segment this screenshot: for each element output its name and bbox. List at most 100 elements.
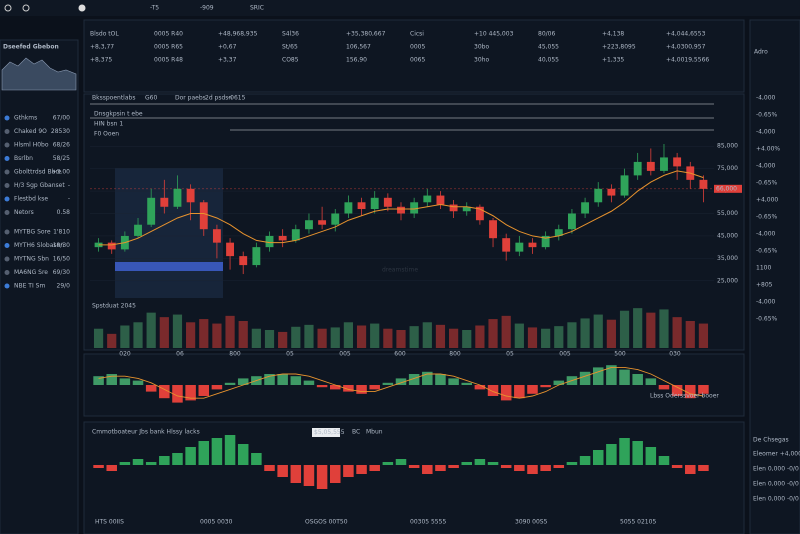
lower-bar xyxy=(224,435,236,465)
watch-name[interactable]: H/3 Sgp Gbanset xyxy=(14,182,65,189)
candle-body xyxy=(173,188,182,207)
candle-body xyxy=(462,206,471,212)
candle-body xyxy=(673,157,682,167)
volume-bar xyxy=(172,314,183,348)
watch-value: 67/00 xyxy=(53,115,70,122)
chart-change: -0615 xyxy=(228,95,246,102)
watch-name[interactable]: Hlsml H0bo xyxy=(14,142,49,149)
macd-bar xyxy=(592,367,604,385)
candle-body xyxy=(278,235,287,241)
ticker-cell: +35,380,667 xyxy=(346,31,386,38)
right-value: -0.65% xyxy=(756,316,778,323)
watch-value: - xyxy=(68,196,70,203)
candle-body xyxy=(581,202,590,214)
y-tick-label: 35,000 xyxy=(717,255,738,262)
chart-tab[interactable]: Dor paebs xyxy=(175,95,206,102)
watch-name[interactable]: Gthkms xyxy=(14,115,37,122)
x-tick-label: 800 xyxy=(449,351,461,358)
chart-tab[interactable]: G60 xyxy=(145,95,157,102)
ticker-cell: 40,055 xyxy=(538,57,559,64)
ticker-cell: CO85 xyxy=(282,57,299,64)
watch-icon xyxy=(4,115,10,121)
candle-body xyxy=(383,197,392,207)
watch-name[interactable]: MYTH6 Slobasen xyxy=(14,242,64,249)
lower-bar xyxy=(395,459,407,465)
icon[interactable] xyxy=(4,4,12,12)
volume-bar xyxy=(120,325,130,348)
watch-value: 1'810 xyxy=(53,229,70,236)
right-value: -4,000 xyxy=(756,231,776,238)
ticker-cell: Blsdo tOL xyxy=(90,31,119,38)
ticker-cell: +3,37 xyxy=(218,57,237,64)
icon[interactable] xyxy=(22,4,30,12)
right-row: Elen 0,000 -0/0 xyxy=(753,481,799,488)
watch-name[interactable]: Gbolttrdsd Bbre xyxy=(14,169,62,176)
footer-cell: 5055 02105 xyxy=(620,519,656,526)
right-row: Elen 0,000 -0/0 xyxy=(753,496,799,503)
x-tick-label: 05 xyxy=(506,351,514,358)
panel-value: $5,05,555 xyxy=(314,429,345,436)
toolbar-item[interactable]: SRIC xyxy=(250,5,264,12)
candle-body xyxy=(607,188,616,196)
x-tick-label: 020 xyxy=(119,351,131,358)
lower-bar xyxy=(369,465,380,471)
chart-title: Bksspoentlabs xyxy=(92,95,135,102)
ticker-cell: 80/06 xyxy=(538,31,555,38)
candle-body xyxy=(252,247,261,266)
watch-name[interactable]: Bsrlbn xyxy=(14,155,33,162)
x-tick-label: 030 xyxy=(669,351,681,358)
volume-bar xyxy=(264,330,275,348)
chart-tab[interactable]: 2d psdsn xyxy=(205,95,232,102)
macd-bar xyxy=(329,385,341,390)
ticker-cell: 0005 R48 xyxy=(154,57,183,64)
lower-bar xyxy=(356,465,367,474)
macd-bar xyxy=(422,371,433,385)
toolbar-item[interactable]: -909 xyxy=(200,5,214,12)
watch-name[interactable]: MA6NG Sre xyxy=(14,269,48,276)
lower-bar xyxy=(93,465,104,468)
watch-icon xyxy=(4,183,10,188)
value-box xyxy=(312,428,340,437)
right-row: Elen 0,000 -0/0 xyxy=(753,466,799,473)
lower-bar xyxy=(685,465,696,474)
volume-bar xyxy=(133,322,143,348)
macd-bar xyxy=(316,385,328,388)
macd-bar xyxy=(606,365,617,385)
candle-body xyxy=(107,242,116,250)
macd-bar xyxy=(277,374,288,385)
toolbar-item[interactable]: -T5 xyxy=(150,5,159,12)
x-tick-label: 005 xyxy=(559,351,571,358)
candle-body xyxy=(212,229,221,243)
x-tick-label: 600 xyxy=(394,351,406,358)
ticker-panel xyxy=(83,19,745,93)
highlight-bar xyxy=(115,262,223,271)
right-value: -0.65% xyxy=(756,214,778,221)
volume-bar xyxy=(448,328,459,348)
ticker-cell: 156,90 xyxy=(346,57,367,64)
watch-name[interactable]: Netors xyxy=(14,209,34,216)
macd-bar xyxy=(448,378,459,385)
watch-name[interactable]: Flestbd kse xyxy=(14,196,48,203)
watch-icon xyxy=(4,156,10,161)
macd-bar xyxy=(237,378,249,385)
lower-bar xyxy=(566,462,578,465)
watch-name[interactable]: MYTBG Sore xyxy=(14,229,51,236)
ticker-cell: +1,335 xyxy=(602,57,624,64)
icon[interactable] xyxy=(78,4,86,12)
right-value: +805 xyxy=(756,282,773,289)
candle-body xyxy=(567,213,576,230)
candle-body xyxy=(594,188,603,203)
lower-bar xyxy=(606,444,617,465)
volume-bar xyxy=(435,324,446,348)
macd-bar xyxy=(369,385,380,390)
lower-bar xyxy=(264,465,275,471)
candle-body xyxy=(660,157,668,171)
watch-name[interactable]: Chaked 9O xyxy=(14,128,47,135)
volume-bar xyxy=(698,323,709,348)
macd-bar xyxy=(645,378,657,385)
watch-name[interactable]: NBE TI Sm xyxy=(14,283,45,290)
candle-body xyxy=(515,242,524,252)
watermark: dreamstime xyxy=(382,267,418,274)
watch-name[interactable]: MYTNG Sbn xyxy=(14,256,49,263)
